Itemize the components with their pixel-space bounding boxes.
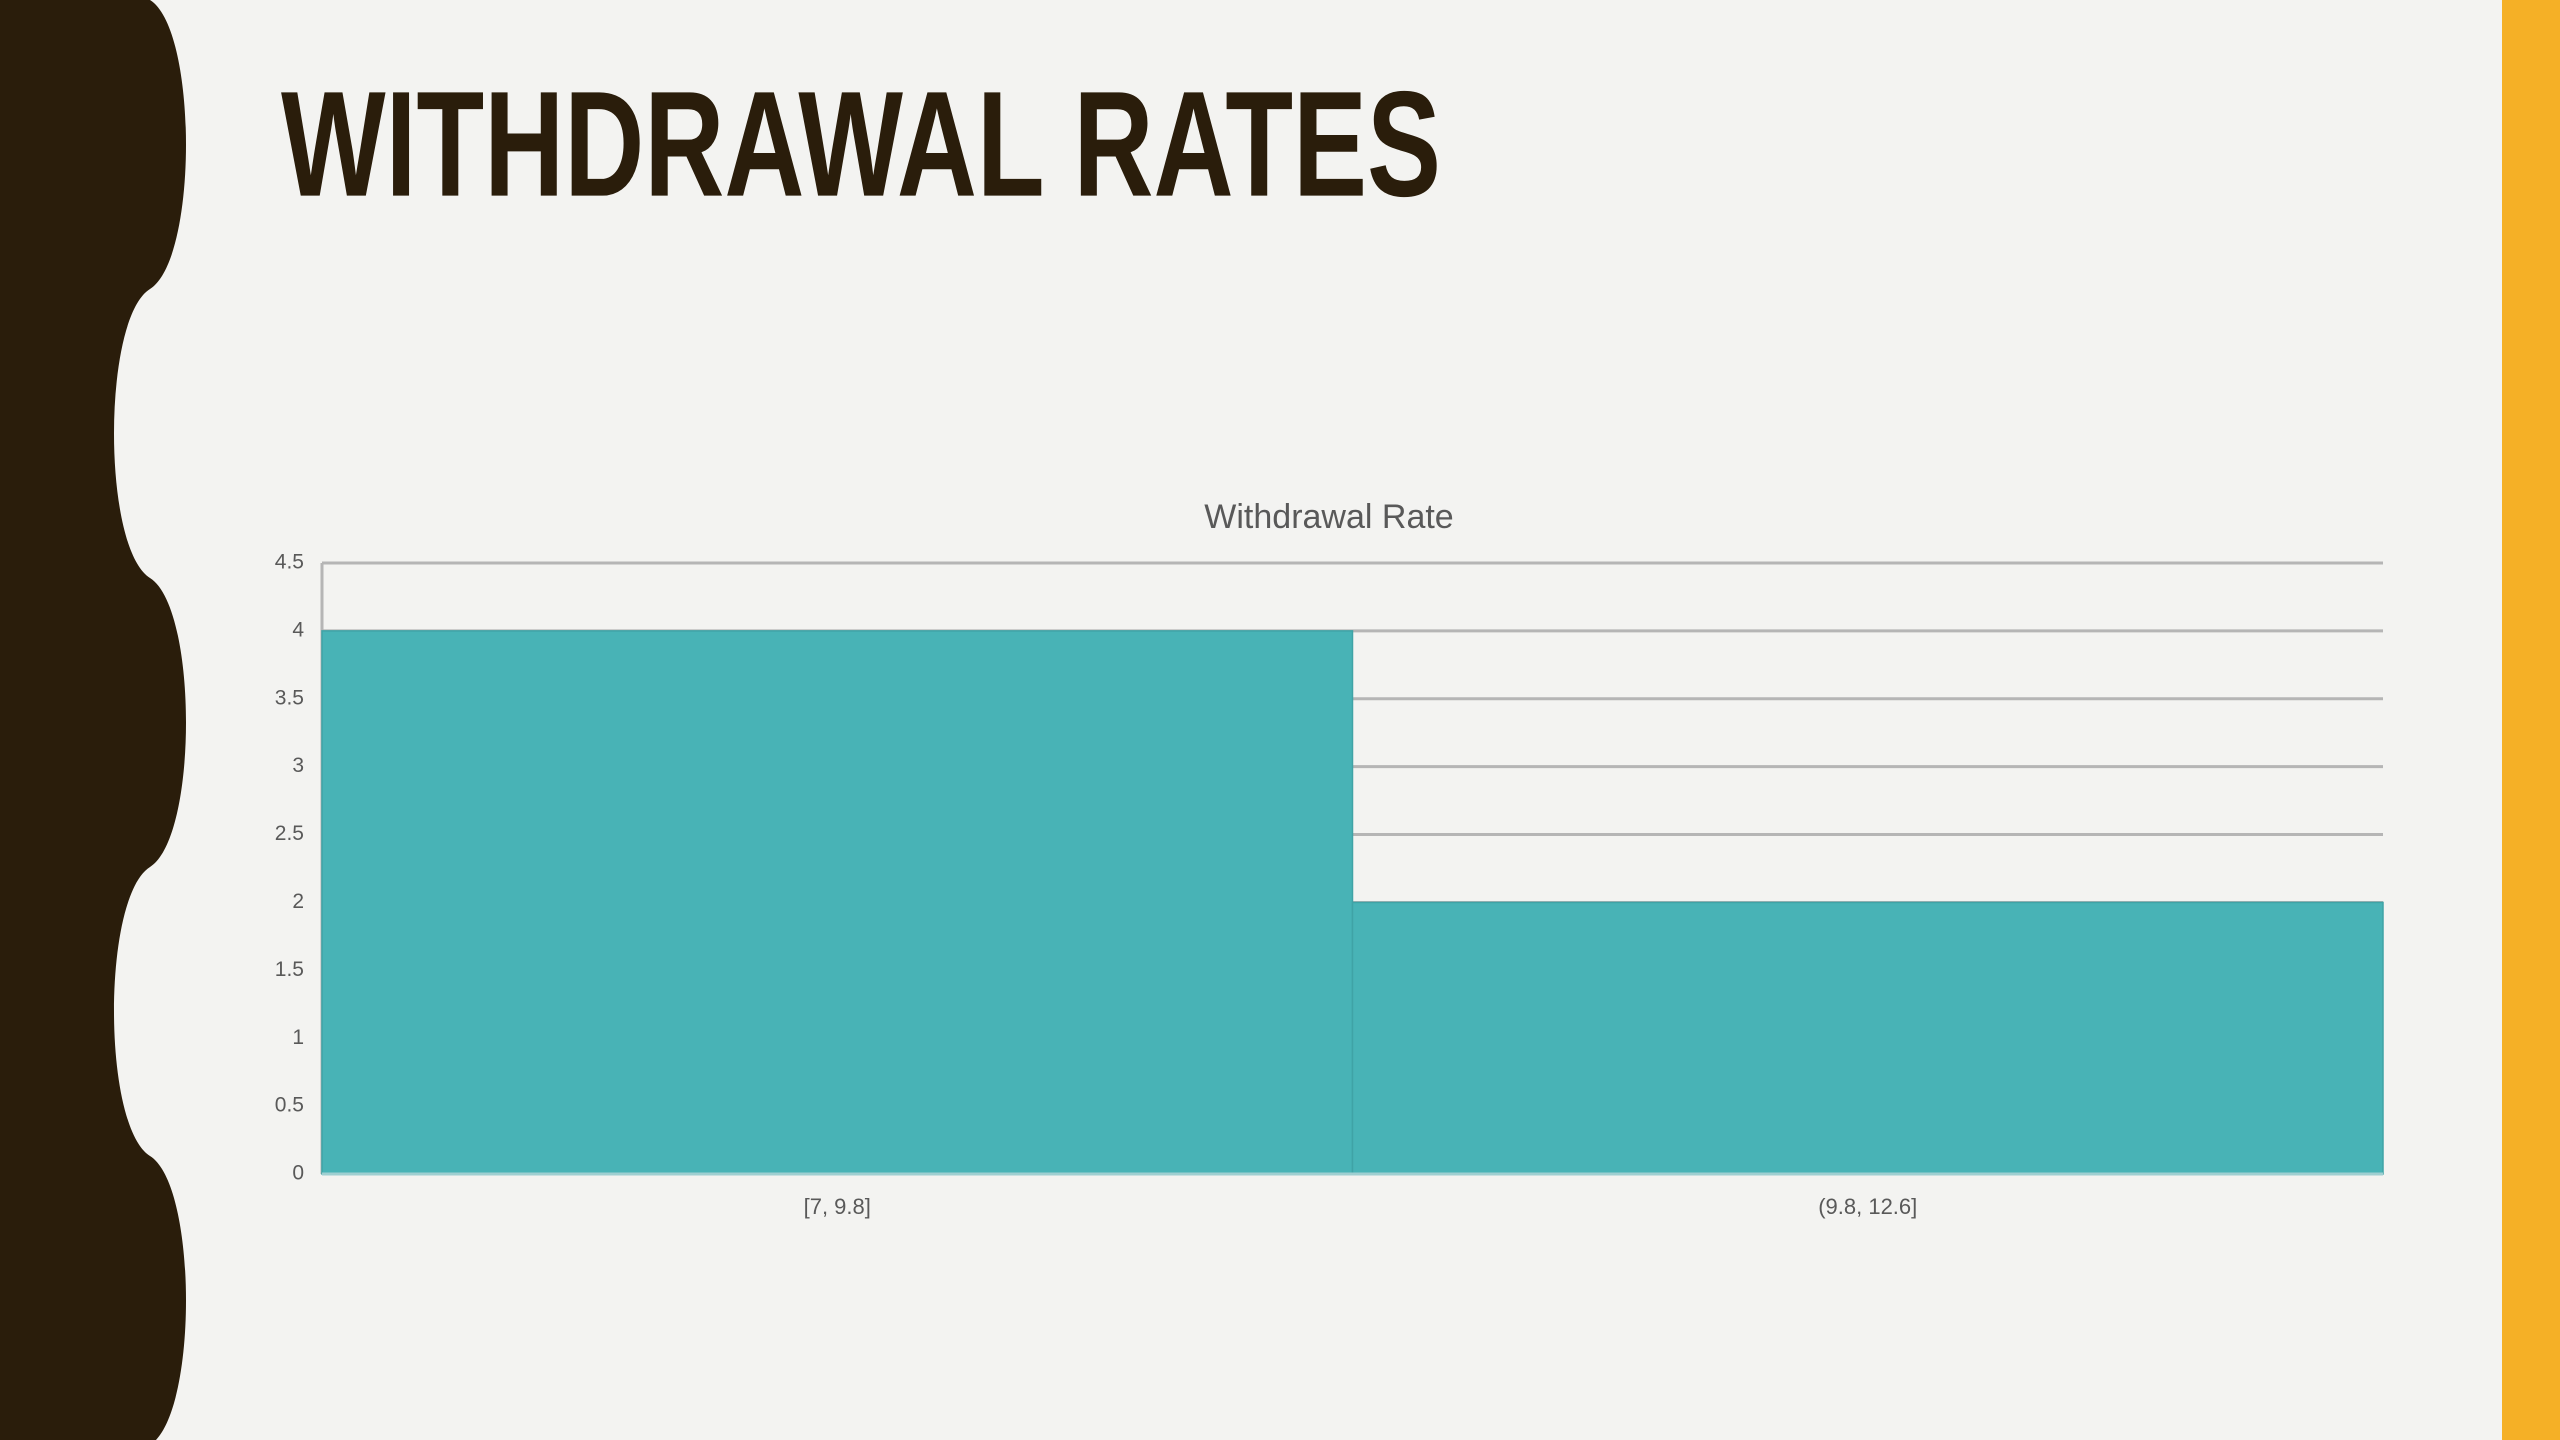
y-tick-label: 1	[292, 1026, 304, 1049]
bar	[321, 630, 1354, 1175]
y-tick-label: 2.5	[275, 822, 304, 845]
wavy-border	[0, 0, 186, 1440]
y-tick-label: 4.5	[275, 551, 304, 574]
slide-title: WITHDRAWAL RATES	[281, 60, 1441, 228]
chart-title: Withdrawal Rate	[1204, 498, 1453, 536]
y-tick-label: 0	[292, 1162, 304, 1185]
x-tick-label: [7, 9.8]	[804, 1194, 871, 1219]
y-tick-label: 3.5	[275, 686, 304, 709]
bar	[1351, 901, 2384, 1175]
y-tick-label: 0.5	[275, 1094, 304, 1117]
y-tick-label: 2	[292, 890, 304, 913]
y-tick-label: 1.5	[275, 958, 304, 981]
accent-bar	[2502, 0, 2560, 1440]
y-tick-label: 3	[292, 754, 304, 777]
y-tick-label: 4	[292, 618, 304, 641]
x-tick-label: (9.8, 12.6]	[1818, 1194, 1917, 1219]
